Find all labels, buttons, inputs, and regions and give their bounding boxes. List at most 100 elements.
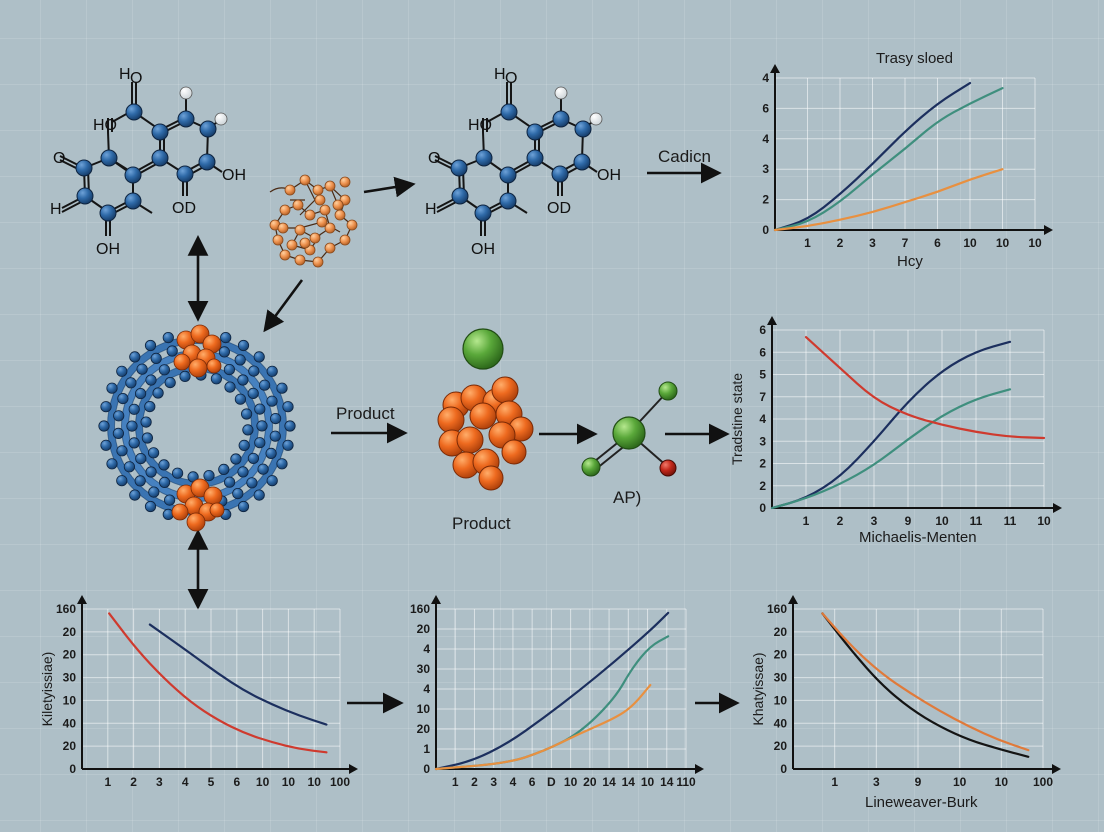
svg-text:D: D [547, 775, 556, 789]
svg-text:10: 10 [1028, 236, 1042, 250]
svg-text:30: 30 [774, 671, 788, 685]
svg-text:1: 1 [423, 742, 430, 756]
svg-text:Kiletyissiae): Kiletyissiae) [39, 652, 55, 727]
svg-text:2: 2 [762, 193, 769, 207]
svg-text:6: 6 [934, 236, 941, 250]
svg-text:1: 1 [104, 775, 111, 789]
svg-text:OH: OH [597, 167, 621, 184]
svg-text:6: 6 [529, 775, 536, 789]
svg-text:3: 3 [873, 775, 880, 789]
svg-text:4: 4 [759, 412, 766, 426]
vesicle-ring [98, 324, 296, 532]
svg-text:0: 0 [423, 762, 430, 776]
svg-text:20: 20 [63, 625, 77, 639]
svg-text:20: 20 [774, 739, 788, 753]
svg-text:H: H [425, 201, 437, 218]
series-red [108, 612, 328, 754]
svg-text:2: 2 [759, 457, 766, 471]
svg-text:20: 20 [583, 775, 597, 789]
svg-text:7: 7 [759, 390, 766, 404]
svg-text:11: 11 [1004, 514, 1017, 528]
svg-text:40: 40 [774, 716, 788, 730]
svg-text:4: 4 [762, 71, 769, 85]
svg-text:10: 10 [641, 775, 655, 789]
svg-text:6: 6 [759, 345, 766, 359]
svg-text:14: 14 [602, 775, 616, 789]
svg-text:20: 20 [774, 625, 788, 639]
series-navy [434, 611, 670, 771]
svg-text:1: 1 [803, 514, 810, 528]
chart-bottom-right: 1 3 9 10 10 100 0 20 40 10 30 20 20 160 Khatyissae) [750, 595, 1061, 789]
svg-text:OH: OH [222, 167, 246, 184]
svg-text:O: O [505, 70, 517, 87]
svg-text:11: 11 [970, 514, 983, 528]
svg-text:9: 9 [905, 514, 912, 528]
series-teal [773, 87, 1004, 232]
ap-label: AP) [613, 488, 642, 507]
svg-text:10: 10 [935, 514, 949, 528]
svg-text:2: 2 [130, 775, 137, 789]
svg-text:2: 2 [837, 236, 844, 250]
chart-bottom-left: 1 2 3 4 5 6 10 10 10 100 0 20 40 10 30 20 20 160 Kiletyiss… [39, 595, 358, 789]
svg-text:160: 160 [56, 602, 76, 616]
svg-text:10: 10 [963, 236, 977, 250]
svg-text:OH: OH [471, 241, 495, 258]
svg-text:OD: OD [547, 200, 571, 217]
svg-text:10: 10 [996, 236, 1010, 250]
series-navy [148, 623, 328, 726]
svg-text:14: 14 [622, 775, 636, 789]
series-navy [770, 340, 1012, 510]
cadicn-label: Cadicn [658, 147, 711, 166]
chart-top-right-xlabel: Hcy [897, 253, 923, 270]
chart-top-right-title: Trasy sloed [876, 50, 953, 67]
svg-text:10: 10 [63, 693, 77, 707]
svg-text:10: 10 [995, 775, 1009, 789]
series-teal [770, 388, 1012, 510]
svg-text:3: 3 [156, 775, 163, 789]
svg-text:14: 14 [660, 775, 674, 789]
svg-text:100: 100 [1033, 775, 1053, 789]
svg-text:5: 5 [208, 775, 215, 789]
svg-text:0: 0 [780, 762, 787, 776]
chart-middle-right: 1 2 3 9 10 11 11 10 0 2 2 3 4 7 5 6 6 Tradstine state [729, 316, 1062, 528]
svg-text:O: O [130, 70, 142, 87]
svg-text:20: 20 [63, 648, 77, 662]
svg-text:10: 10 [417, 702, 431, 716]
svg-text:10: 10 [774, 693, 788, 707]
svg-text:HO: HO [93, 117, 117, 134]
svg-text:9: 9 [915, 775, 922, 789]
svg-text:3: 3 [762, 162, 769, 176]
svg-text:10: 10 [564, 775, 578, 789]
svg-text:4: 4 [510, 775, 517, 789]
svg-text:1: 1 [452, 775, 459, 789]
svg-text:HO: HO [468, 117, 492, 134]
series-orange [434, 683, 652, 771]
svg-text:110: 110 [676, 775, 696, 789]
svg-text:6: 6 [759, 323, 766, 337]
product-arrow-label: Product [336, 404, 395, 423]
chart-bottom-right-xlabel: Lineweaver-Burk [865, 794, 978, 811]
svg-text:Khatyissae): Khatyissae) [750, 652, 766, 725]
svg-text:3: 3 [490, 775, 497, 789]
svg-text:2: 2 [759, 479, 766, 493]
svg-text:4: 4 [182, 775, 189, 789]
series-orange [773, 168, 1004, 232]
polymer-network [269, 174, 358, 268]
svg-text:5: 5 [759, 368, 766, 382]
svg-text:10: 10 [282, 775, 296, 789]
svg-text:O: O [428, 150, 440, 167]
flow-arrows [187, 162, 740, 714]
svg-text:4: 4 [423, 682, 430, 696]
series-black [821, 612, 1030, 758]
svg-text:30: 30 [63, 671, 77, 685]
svg-text:6: 6 [233, 775, 240, 789]
svg-text:20: 20 [63, 739, 77, 753]
svg-text:100: 100 [330, 775, 350, 789]
svg-text:20: 20 [774, 648, 788, 662]
svg-text:40: 40 [63, 716, 77, 730]
svg-text:10: 10 [308, 775, 322, 789]
svg-text:3: 3 [871, 514, 878, 528]
series-orange [821, 612, 1030, 752]
